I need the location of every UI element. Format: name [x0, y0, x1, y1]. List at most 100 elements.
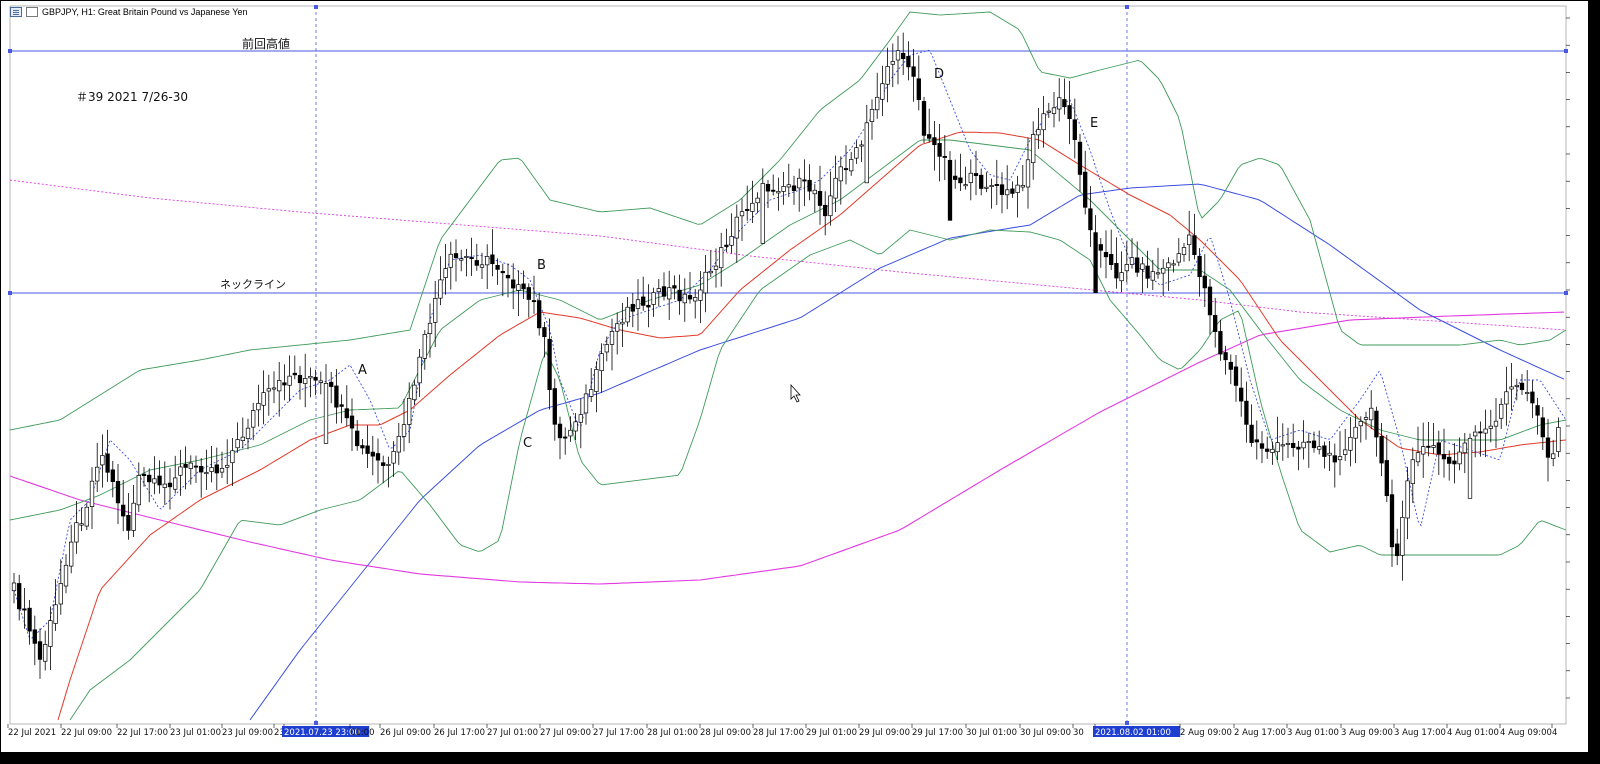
candle-bull: [1343, 449, 1348, 455]
candle-bull: [1358, 421, 1363, 427]
time-axis-label: 27 Jul 01:00: [487, 728, 538, 738]
candle-bull: [89, 480, 95, 507]
candle-bull: [417, 356, 422, 384]
candle-bull: [1488, 425, 1493, 429]
candle-bull: [303, 378, 308, 384]
candle-bear: [745, 209, 750, 211]
candle-bull: [1556, 427, 1561, 452]
candle-bull: [859, 144, 864, 147]
candle-bear: [37, 641, 43, 660]
time-axis-label: 01:00: [350, 728, 375, 738]
time-axis-label: 23 Jul 01:00: [170, 728, 221, 738]
time-axis-label: 2 Aug 17:00: [1234, 728, 1286, 738]
candle-bull: [1431, 445, 1436, 448]
candle-bull: [1483, 428, 1488, 434]
candle-bull: [573, 421, 578, 432]
candle-bull: [1150, 271, 1155, 281]
candle-bear: [495, 264, 500, 270]
ma-red-line: [57, 131, 1567, 721]
candle-bull: [1301, 441, 1306, 449]
candle-bear: [1374, 410, 1379, 438]
candle-bear: [802, 179, 807, 182]
candle-bull: [615, 323, 620, 332]
candle-bear: [1207, 286, 1213, 316]
candle-bear: [1218, 331, 1223, 355]
candle-bear: [121, 504, 126, 517]
candle-bear: [958, 177, 963, 184]
candle-bull: [178, 466, 183, 476]
candle-bull: [1348, 437, 1353, 451]
candle-bear: [193, 465, 199, 468]
candle-bull: [1369, 407, 1374, 421]
candle-bear: [1291, 442, 1296, 448]
candle-bear: [1083, 171, 1088, 208]
candle-bull: [989, 185, 994, 188]
candle-bull: [245, 427, 251, 439]
candle-bull: [1327, 452, 1332, 456]
time-axis-label: 26 Jul 17:00: [434, 728, 485, 738]
candle-bull: [1514, 384, 1519, 387]
candle-bull: [323, 383, 329, 444]
candle-bull: [74, 522, 79, 543]
candle-bull: [485, 256, 490, 266]
candle-bear: [1249, 424, 1254, 443]
candle-bull: [136, 475, 141, 506]
ma-magenta-dotted-line: [9, 179, 1565, 331]
candle-bull: [277, 380, 282, 392]
candle-bear: [901, 52, 906, 60]
candle-bull: [583, 393, 589, 414]
candle-bull: [391, 451, 396, 464]
time-axis-label: 29 Jul 17:00: [912, 728, 963, 738]
candle-bear: [453, 253, 459, 259]
candle-bear: [313, 376, 318, 381]
candle-bull: [1400, 517, 1405, 556]
chart-header: GBPJPY, H1: Great Britain Pound vs Japan…: [10, 5, 247, 19]
time-axis-label: 29 Jul 01:00: [806, 728, 857, 738]
candle-bull: [568, 429, 573, 437]
chart-window-icon[interactable]: [26, 7, 38, 17]
candle-bear: [791, 185, 797, 192]
candle-bull: [1363, 417, 1369, 420]
candle-bear: [1213, 314, 1218, 332]
candle-bear: [375, 453, 381, 461]
candle-bull: [401, 424, 407, 437]
time-axis-label: 23: [274, 728, 285, 738]
candle-bull: [599, 353, 604, 372]
candle-bear: [147, 474, 152, 483]
candle-bear: [1265, 448, 1270, 452]
candle-bull: [984, 186, 989, 189]
candle-bear: [1545, 437, 1551, 458]
candle-bear: [1010, 188, 1015, 194]
candle-bull: [464, 256, 469, 258]
candle-bear: [563, 436, 568, 439]
candle-bull: [204, 472, 209, 475]
candle-bull: [693, 297, 698, 302]
candle-bull: [578, 414, 583, 423]
candle-bear: [1441, 454, 1447, 460]
chart-menu-icon[interactable]: [10, 7, 22, 17]
candle-bear: [526, 287, 531, 300]
time-axis-label: 28 Jul 01:00: [647, 728, 698, 738]
time-axis-label: 4 Aug 01:00: [1447, 728, 1499, 738]
candle-bear: [282, 382, 287, 386]
time-axis-label: 22 Jul 17:00: [117, 728, 168, 738]
candle-bull: [1187, 234, 1192, 246]
candle-bull: [864, 122, 869, 184]
bollinger-middle-line: [9, 139, 1567, 521]
candle-bull: [152, 478, 157, 484]
bollinger-lower-line: [69, 229, 1567, 721]
candle-bull: [63, 564, 69, 587]
candle-bull: [188, 462, 193, 469]
candle-bull: [1176, 253, 1181, 263]
candle-bear: [630, 304, 635, 312]
candle-bull: [1057, 97, 1062, 110]
time-axis-label: 2021.07.23 23:00: [284, 728, 360, 738]
candle-bear: [1072, 119, 1077, 140]
candle-bear: [542, 327, 547, 338]
candle-bear: [1519, 382, 1525, 390]
time-highlight-box: [282, 726, 370, 737]
candle-bull: [1317, 446, 1322, 450]
candle-bear: [1452, 460, 1457, 465]
candle-bear: [932, 137, 937, 146]
